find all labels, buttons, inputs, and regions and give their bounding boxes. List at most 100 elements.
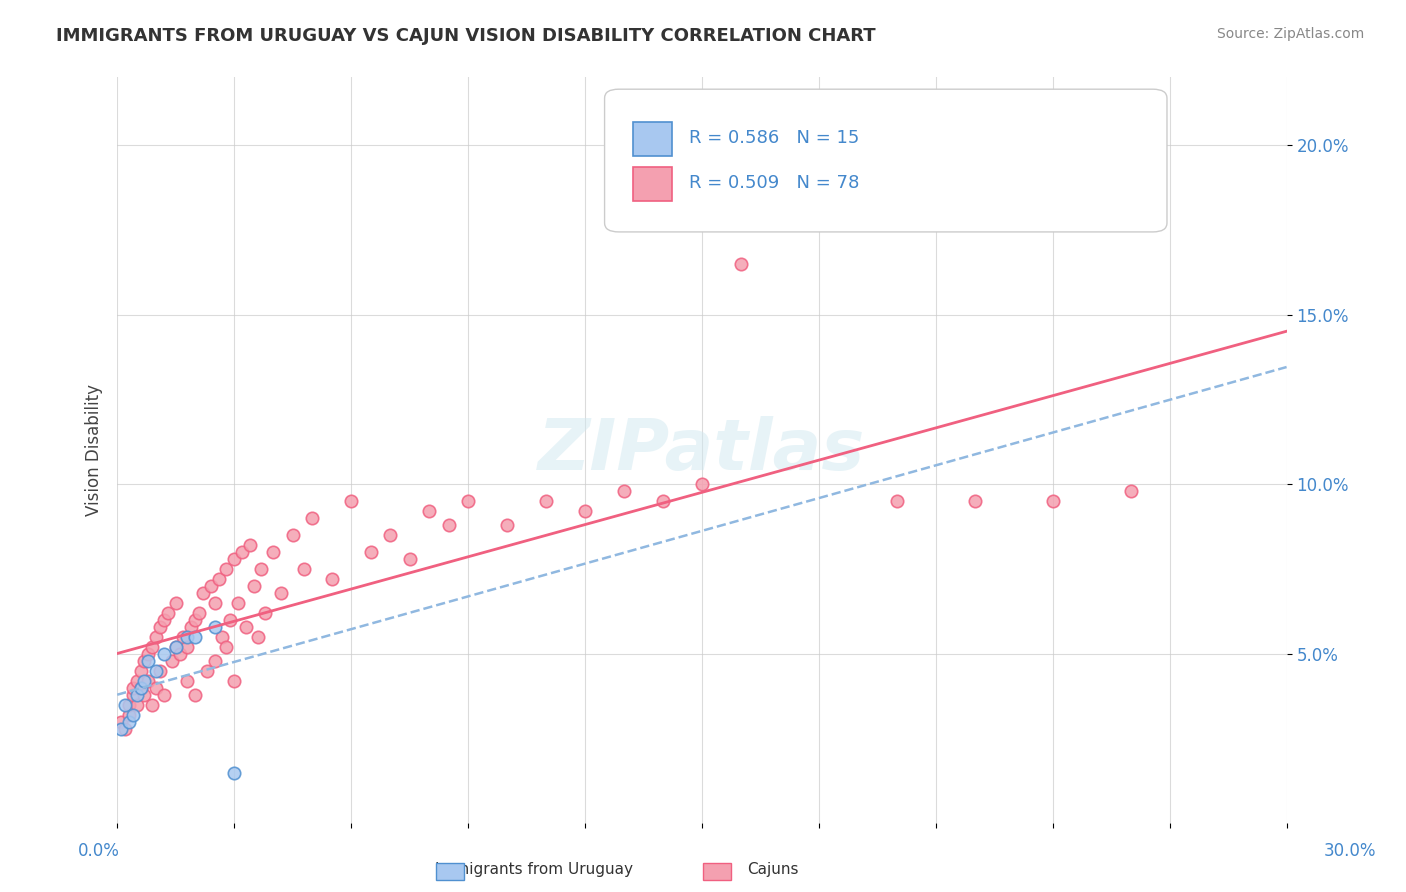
Point xyxy=(145,664,167,678)
Point xyxy=(156,606,179,620)
Point xyxy=(125,698,148,712)
Point xyxy=(204,596,226,610)
Point xyxy=(114,698,136,712)
Point xyxy=(398,552,420,566)
Point xyxy=(129,664,152,678)
Point xyxy=(176,640,198,654)
Point xyxy=(1119,484,1142,499)
Point xyxy=(224,765,246,780)
Point xyxy=(204,620,226,634)
Point xyxy=(242,579,264,593)
Text: R = 0.586   N = 15: R = 0.586 N = 15 xyxy=(689,129,859,147)
Point xyxy=(149,620,172,634)
Point xyxy=(180,620,202,634)
Point xyxy=(145,630,167,644)
Point xyxy=(250,562,273,576)
Point xyxy=(134,674,156,689)
Point xyxy=(246,630,269,644)
Point xyxy=(219,613,242,627)
Point xyxy=(165,596,187,610)
Point xyxy=(321,572,343,586)
Point xyxy=(121,688,143,702)
Point xyxy=(118,708,141,723)
Text: Immigrants from Uruguay: Immigrants from Uruguay xyxy=(436,863,633,877)
Point xyxy=(360,545,382,559)
Text: IMMIGRANTS FROM URUGUAY VS CAJUN VISION DISABILITY CORRELATION CHART: IMMIGRANTS FROM URUGUAY VS CAJUN VISION … xyxy=(56,27,876,45)
Point xyxy=(195,664,218,678)
Point xyxy=(188,606,211,620)
Point xyxy=(281,528,304,542)
Point xyxy=(129,681,152,695)
Point xyxy=(125,674,148,689)
Point xyxy=(138,674,160,689)
Point xyxy=(134,688,156,702)
Text: 0.0%: 0.0% xyxy=(77,842,120,860)
Point xyxy=(160,654,183,668)
Point xyxy=(239,538,262,552)
Point xyxy=(172,630,194,644)
Point xyxy=(145,681,167,695)
Text: Source: ZipAtlas.com: Source: ZipAtlas.com xyxy=(1216,27,1364,41)
Point xyxy=(153,613,176,627)
Point xyxy=(165,640,187,654)
Point xyxy=(176,674,198,689)
Point xyxy=(207,572,229,586)
Point xyxy=(121,681,143,695)
Point xyxy=(211,630,233,644)
Point xyxy=(292,562,315,576)
Point xyxy=(184,688,207,702)
Point xyxy=(613,484,636,499)
Point xyxy=(262,545,284,559)
Point xyxy=(165,640,187,654)
Point xyxy=(125,688,148,702)
Text: R = 0.509   N = 78: R = 0.509 N = 78 xyxy=(689,174,859,192)
Point xyxy=(118,698,141,712)
Point xyxy=(110,722,132,736)
Point xyxy=(340,494,363,508)
Point xyxy=(534,494,557,508)
Point xyxy=(224,552,246,566)
Point xyxy=(457,494,479,508)
Point xyxy=(134,654,156,668)
Point xyxy=(651,494,673,508)
Point xyxy=(437,518,460,533)
Point xyxy=(215,562,238,576)
Point xyxy=(110,714,132,729)
Point xyxy=(690,477,713,491)
Point xyxy=(270,586,292,600)
Point xyxy=(496,518,519,533)
Point xyxy=(231,545,253,559)
Point xyxy=(235,620,257,634)
Point xyxy=(153,688,176,702)
Point xyxy=(169,647,191,661)
Point xyxy=(418,504,440,518)
Point xyxy=(226,596,249,610)
Point xyxy=(184,630,207,644)
Point xyxy=(121,708,143,723)
Point xyxy=(176,630,198,644)
Point xyxy=(138,647,160,661)
Point xyxy=(200,579,222,593)
Point xyxy=(1042,494,1064,508)
Point xyxy=(378,528,401,542)
Point xyxy=(191,586,214,600)
Point xyxy=(204,654,226,668)
Point xyxy=(215,640,238,654)
Point xyxy=(963,494,986,508)
Point xyxy=(141,698,163,712)
Point xyxy=(574,504,596,518)
Point xyxy=(149,664,172,678)
Point xyxy=(886,494,908,508)
Y-axis label: Vision Disability: Vision Disability xyxy=(86,384,103,516)
Point xyxy=(114,722,136,736)
Text: Cajuns: Cajuns xyxy=(748,863,799,877)
Point xyxy=(730,257,752,271)
Point xyxy=(301,511,323,525)
Point xyxy=(138,654,160,668)
Point xyxy=(118,714,141,729)
Text: 30.0%: 30.0% xyxy=(1323,842,1376,860)
Point xyxy=(224,674,246,689)
Point xyxy=(254,606,277,620)
Point xyxy=(129,681,152,695)
Text: ZIPatlas: ZIPatlas xyxy=(538,416,866,485)
